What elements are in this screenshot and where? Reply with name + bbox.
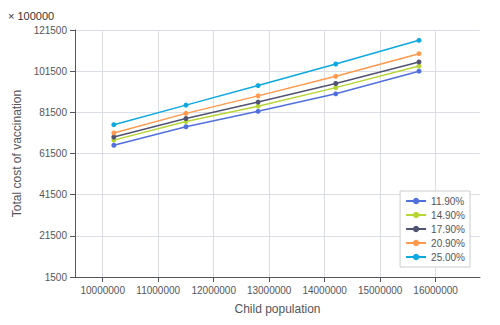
svg-text:× 100000: × 100000: [8, 10, 54, 22]
svg-text:41500: 41500: [39, 189, 67, 200]
svg-text:1500: 1500: [45, 272, 68, 283]
svg-text:17.90%: 17.90%: [431, 224, 465, 235]
svg-text:14000000: 14000000: [302, 285, 347, 296]
svg-text:25.00%: 25.00%: [431, 252, 465, 263]
svg-text:11000000: 11000000: [136, 285, 180, 296]
svg-text:20.90%: 20.90%: [431, 238, 465, 249]
svg-text:15000000: 15000000: [358, 285, 403, 296]
svg-text:16000000: 16000000: [413, 285, 458, 296]
svg-text:11.90%: 11.90%: [431, 196, 464, 207]
svg-text:81500: 81500: [39, 107, 67, 118]
svg-text:14.90%: 14.90%: [431, 210, 465, 221]
svg-text:21500: 21500: [39, 230, 67, 241]
svg-text:Child population: Child population: [234, 302, 320, 316]
svg-text:61500: 61500: [39, 148, 67, 159]
svg-text:12000000: 12000000: [191, 285, 236, 296]
svg-text:13000000: 13000000: [247, 285, 292, 296]
svg-text:121500: 121500: [34, 25, 68, 36]
svg-text:101500: 101500: [34, 66, 68, 77]
svg-text:10000000: 10000000: [80, 285, 125, 296]
svg-text:Total cost of vaccination: Total cost of vaccination: [10, 90, 24, 217]
